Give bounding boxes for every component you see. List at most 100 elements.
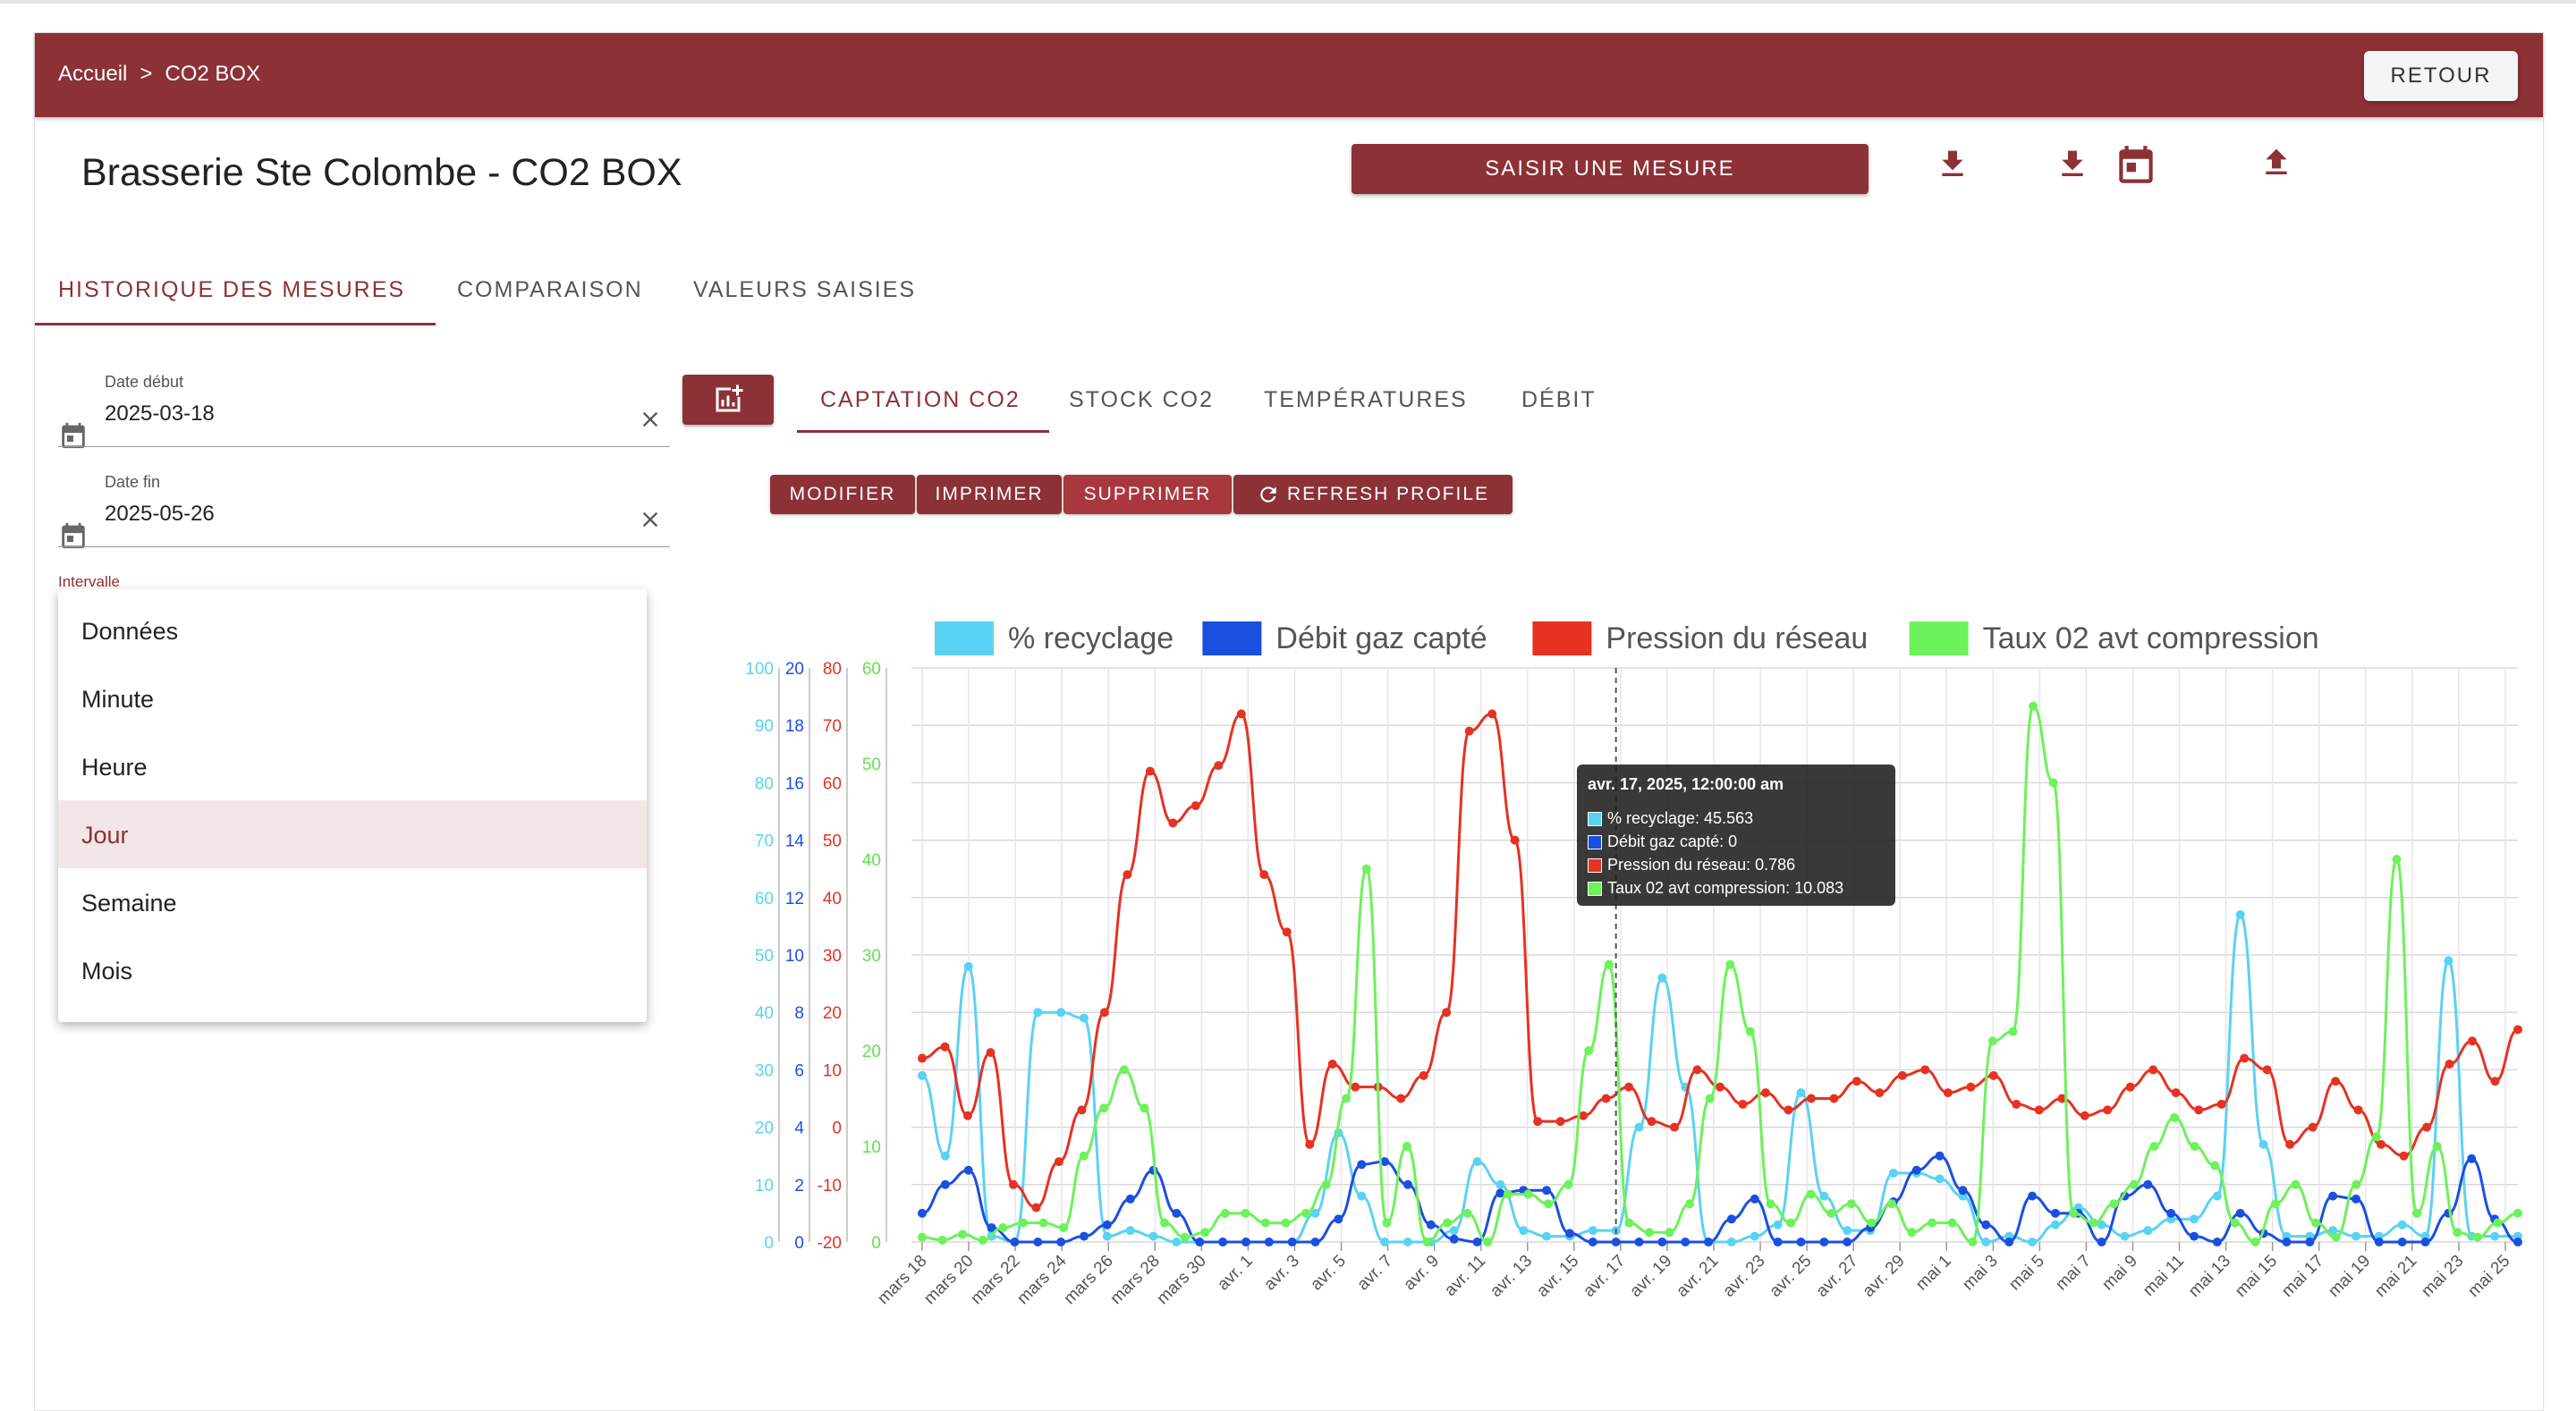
x-tick-label: mai 21 <box>2371 1252 2420 1301</box>
y-tick-label: 10 <box>862 1138 881 1157</box>
subtab-indicator <box>797 430 1049 433</box>
end-date-field[interactable]: Date fin 2025-05-26 <box>58 473 670 553</box>
data-point <box>2216 1099 2226 1109</box>
data-point <box>1443 1218 1453 1228</box>
menu-item-label: Mois <box>81 958 133 984</box>
data-point <box>2371 1132 2381 1142</box>
modify-button[interactable]: MODIFIER <box>770 475 915 514</box>
data-point <box>2445 1059 2454 1069</box>
data-point <box>1382 1218 1392 1228</box>
download-range-icon[interactable] <box>2055 146 2090 189</box>
data-point <box>2444 956 2453 966</box>
breadcrumb-current: CO2 BOX <box>165 62 261 86</box>
delete-button[interactable]: SUPPRIMER <box>1063 475 1232 514</box>
subtab-temperatures[interactable]: TEMPÉRATURES <box>1264 387 1468 412</box>
breadcrumb-home[interactable]: Accueil <box>58 62 128 86</box>
menu-item-heure[interactable]: Heure <box>58 732 647 800</box>
data-point <box>1644 1228 1654 1238</box>
window-top-strip <box>0 0 2576 4</box>
upload-icon[interactable] <box>2258 144 2294 187</box>
y-tick-label: 6 <box>794 1061 804 1080</box>
data-point <box>1357 1191 1367 1201</box>
subtab-captation[interactable]: CAPTATION CO2 <box>820 387 1021 412</box>
x-tick-label: avr. 29 <box>1860 1252 1909 1301</box>
add-chart-button[interactable] <box>682 375 774 425</box>
swatch <box>1588 811 1602 826</box>
data-point <box>1852 1077 1861 1086</box>
x-tick-label: avr. 21 <box>1673 1252 1722 1301</box>
tab-comparaison[interactable]: COMPARAISON <box>457 277 643 302</box>
start-date-value[interactable]: 2025-03-18 <box>105 401 215 426</box>
tab-valeurs-saisies[interactable]: VALEURS SAISIES <box>693 277 917 302</box>
clear-icon[interactable] <box>638 407 663 432</box>
menu-item-semaine[interactable]: Semaine <box>58 868 647 936</box>
y-tick-label: 10 <box>755 1177 774 1196</box>
data-point <box>987 1222 996 1232</box>
x-tick-label: mai 7 <box>2052 1252 2095 1295</box>
download-icon[interactable] <box>1935 146 1970 189</box>
data-point <box>1819 1191 1829 1201</box>
data-point <box>937 1235 947 1245</box>
data-point <box>2262 1065 2272 1075</box>
menu-item-jour[interactable]: Jour <box>58 800 647 868</box>
y-tick-label: 40 <box>755 1004 774 1023</box>
clear-icon[interactable] <box>638 507 663 532</box>
print-button[interactable]: IMPRIMER <box>917 475 1062 514</box>
data-point <box>918 1053 927 1063</box>
x-tick-label: avr. 13 <box>1487 1252 1536 1301</box>
data-point <box>1031 1203 1041 1212</box>
calendar-icon <box>62 422 85 449</box>
subtab-stock[interactable]: STOCK CO2 <box>1069 387 1215 412</box>
data-point <box>1601 1094 1611 1103</box>
data-point <box>1125 1226 1135 1236</box>
data-point <box>2069 1208 2079 1218</box>
back-button[interactable]: RETOUR <box>2364 51 2518 101</box>
data-point <box>1670 1122 1680 1132</box>
end-date-label: Date fin <box>105 473 161 491</box>
x-tick-label: mai 1 <box>1912 1252 1955 1295</box>
y-tick-label: 14 <box>785 832 805 851</box>
data-point <box>1140 1103 1149 1113</box>
data-point <box>1604 959 1614 969</box>
data-point <box>1588 1238 1597 1246</box>
y-tick-label: 50 <box>755 947 774 966</box>
menu-item-donnees[interactable]: Données <box>58 596 647 664</box>
data-point <box>2392 855 2402 864</box>
menu-item-mois[interactable]: Mois <box>58 936 647 1004</box>
data-point <box>1907 1228 1917 1238</box>
data-point <box>2351 1179 2361 1189</box>
data-point <box>2432 1142 2442 1151</box>
data-point <box>1657 1238 1667 1246</box>
data-point <box>1611 1238 1621 1246</box>
data-point <box>1726 1238 1736 1246</box>
subtab-debit[interactable]: DÉBIT <box>1521 387 1597 412</box>
data-point <box>1773 1238 1783 1246</box>
data-point <box>2412 1208 2422 1218</box>
add-chart-icon <box>716 384 743 412</box>
refresh-profile-button[interactable]: REFRESH PROFILE <box>1233 475 1513 514</box>
x-tick-label: avr. 15 <box>1533 1252 1582 1301</box>
calendar-icon[interactable] <box>2114 142 2158 190</box>
data-point <box>1191 801 1200 811</box>
menu-item-minute[interactable]: Minute <box>58 664 647 732</box>
x-tick-label: mai 9 <box>2098 1252 2141 1295</box>
data-point <box>1496 1188 1505 1198</box>
data-point <box>1218 1238 1228 1246</box>
menu-item-label: Minute <box>81 686 155 713</box>
tab-historique[interactable]: HISTORIQUE DES MESURES <box>58 277 406 302</box>
data-point <box>1033 1238 1043 1246</box>
y-tick-label: 40 <box>862 851 881 870</box>
start-date-field[interactable]: Date début 2025-03-18 <box>58 373 670 453</box>
data-point <box>986 1048 996 1058</box>
saisir-mesure-button[interactable]: SAISIR UNE MESURE <box>1352 144 1868 194</box>
start-date-label: Date début <box>105 373 184 391</box>
data-point <box>2190 1142 2199 1151</box>
data-point <box>940 1151 950 1161</box>
y-tick-label: 4 <box>794 1120 804 1138</box>
end-date-value[interactable]: 2025-05-26 <box>105 502 215 526</box>
menu-item-label: Jour <box>81 822 129 849</box>
data-point <box>2120 1231 2130 1241</box>
tooltip-title: avr. 17, 2025, 12:00:00 am <box>1588 775 1784 793</box>
data-point <box>1361 864 1371 874</box>
x-tick-label: avr. 1 <box>1214 1252 1257 1295</box>
